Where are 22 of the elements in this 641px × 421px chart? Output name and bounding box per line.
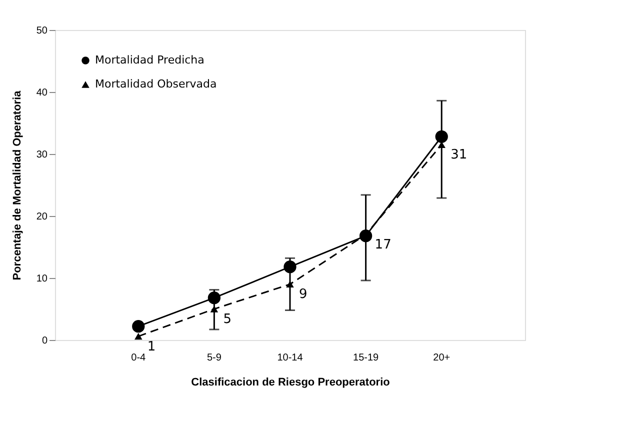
y-tick-label: 50 bbox=[36, 26, 48, 36]
data-label: 9 bbox=[299, 287, 308, 302]
x-axis-title: Clasificacion de Riesgo Preoperatorio bbox=[191, 376, 390, 388]
data-label: 1 bbox=[147, 339, 156, 354]
data-label: 31 bbox=[450, 148, 468, 163]
x-tick-label: 5-9 bbox=[206, 352, 222, 364]
y-tick-label: 0 bbox=[42, 336, 48, 346]
legend-label: Mortalidad Observada bbox=[95, 78, 217, 90]
y-tick-label: 40 bbox=[36, 88, 48, 98]
data-label: 5 bbox=[223, 312, 232, 327]
y-tick-label: 20 bbox=[36, 212, 48, 222]
legend-label: Mortalidad Predicha bbox=[95, 54, 204, 66]
y-axis-title: Porcentaje de Mortalidad Operatoria bbox=[11, 90, 24, 280]
x-tick-label: 15-19 bbox=[353, 352, 380, 364]
x-tick-label: 20+ bbox=[433, 352, 450, 364]
data-label: 17 bbox=[374, 238, 392, 253]
y-tick-label: 30 bbox=[36, 150, 48, 160]
point bbox=[134, 332, 142, 340]
point bbox=[132, 320, 145, 333]
x-tick-label: 10-14 bbox=[277, 352, 304, 364]
x-tick-label: 0-4 bbox=[131, 352, 146, 364]
y-tick-label: 10 bbox=[36, 274, 48, 284]
